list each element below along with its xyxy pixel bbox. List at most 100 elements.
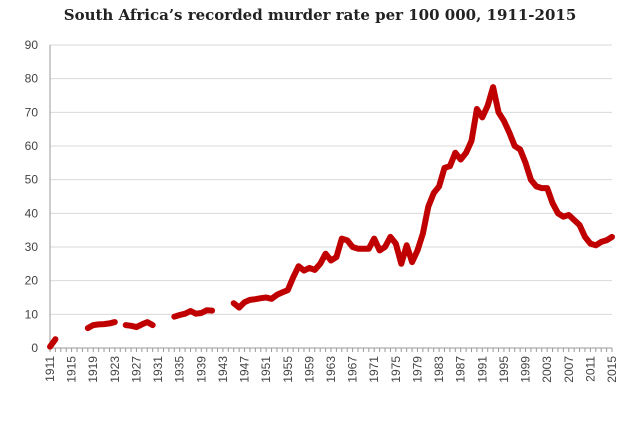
x-tick-label: 2003	[540, 356, 554, 383]
series-line-segment	[47, 336, 59, 350]
data-point	[433, 192, 435, 194]
data-point	[535, 185, 537, 187]
data-point	[400, 263, 402, 265]
data-point	[525, 162, 527, 164]
data-point	[541, 187, 543, 189]
data-point	[395, 243, 397, 245]
y-tick-label: 70	[25, 105, 39, 119]
data-point	[341, 238, 343, 240]
data-point	[200, 312, 202, 314]
data-point	[287, 289, 289, 291]
data-point	[206, 309, 208, 311]
data-point	[54, 338, 56, 340]
x-tick-label: 1935	[173, 356, 187, 383]
y-tick-label: 10	[25, 307, 39, 321]
data-point	[465, 152, 467, 154]
x-tick-label: 1923	[108, 356, 122, 383]
x-tick-label: 1983	[432, 356, 446, 383]
data-point	[271, 298, 273, 300]
data-point	[379, 249, 381, 251]
data-point	[135, 326, 137, 328]
x-tick-label: 1947	[238, 356, 252, 383]
data-point	[330, 259, 332, 261]
data-point	[108, 322, 110, 324]
data-point	[125, 324, 127, 326]
data-point	[454, 152, 456, 154]
y-tick-label: 60	[25, 139, 39, 153]
data-point	[103, 323, 105, 325]
y-tick-label: 90	[25, 38, 39, 52]
x-tick-label: 1975	[389, 356, 403, 383]
x-tick-label: 1931	[151, 356, 165, 383]
x-tick-label: 1955	[281, 356, 295, 383]
x-tick-label: 1987	[454, 356, 468, 383]
data-point	[514, 145, 516, 147]
data-point	[314, 269, 316, 271]
data-point	[141, 323, 143, 325]
data-point	[114, 321, 116, 323]
x-tick-label: 1919	[86, 356, 100, 383]
x-tick-label: 2011	[583, 356, 597, 382]
data-point	[92, 324, 94, 326]
data-point	[584, 236, 586, 238]
data-point	[276, 294, 278, 296]
series-line-segment	[230, 84, 615, 311]
data-point	[492, 86, 494, 88]
data-point	[389, 236, 391, 238]
x-tick-label: 2015	[605, 356, 619, 383]
data-point	[579, 224, 581, 226]
data-point	[152, 324, 154, 326]
x-tick-label: 1979	[410, 356, 424, 383]
data-point	[352, 246, 354, 248]
x-tick-label: 1951	[259, 356, 273, 383]
x-tick-label: 1999	[519, 356, 533, 383]
data-point	[519, 148, 521, 150]
data-point	[298, 265, 300, 267]
data-point	[281, 291, 283, 293]
data-point	[552, 202, 554, 204]
x-tick-label: 1927	[129, 356, 143, 383]
data-point	[384, 246, 386, 248]
data-point	[503, 120, 505, 122]
data-point	[476, 108, 478, 110]
data-point	[422, 233, 424, 235]
data-point	[600, 241, 602, 243]
series-lines	[47, 84, 615, 350]
data-point	[265, 297, 267, 298]
data-point	[190, 310, 191, 312]
x-tick-label: 1915	[65, 356, 79, 383]
data-point	[49, 346, 51, 348]
data-point	[179, 314, 181, 316]
series-line-segment	[122, 319, 156, 331]
data-point	[308, 267, 310, 269]
data-point	[335, 256, 337, 258]
x-tick-label: 2007	[562, 356, 576, 383]
data-point	[498, 111, 500, 113]
data-point	[346, 239, 348, 241]
x-tick-labels: 1911 1915 1919 1923 1927 1931 1935 1939 1943 1947…	[43, 356, 619, 383]
data-point	[87, 327, 89, 329]
data-point	[211, 310, 213, 312]
data-point	[357, 248, 359, 250]
y-tick-labels: 0 10 20 30 40 50 60 70 80 90	[25, 38, 39, 355]
data-point	[471, 140, 472, 142]
data-point	[611, 236, 613, 238]
data-point	[427, 206, 429, 208]
data-point	[595, 244, 597, 246]
data-point	[573, 219, 575, 221]
y-tick-label: 30	[25, 240, 39, 254]
axes	[49, 45, 613, 352]
data-point	[233, 302, 235, 304]
data-point	[438, 185, 440, 187]
data-point	[292, 276, 294, 278]
x-tick-label: 1943	[216, 356, 230, 383]
data-point	[487, 105, 489, 107]
data-point	[606, 239, 608, 241]
data-point	[589, 243, 591, 245]
data-point	[568, 214, 570, 216]
data-point	[184, 313, 186, 315]
series-line-segment	[84, 319, 118, 332]
data-point	[546, 187, 548, 189]
data-point	[325, 253, 327, 255]
